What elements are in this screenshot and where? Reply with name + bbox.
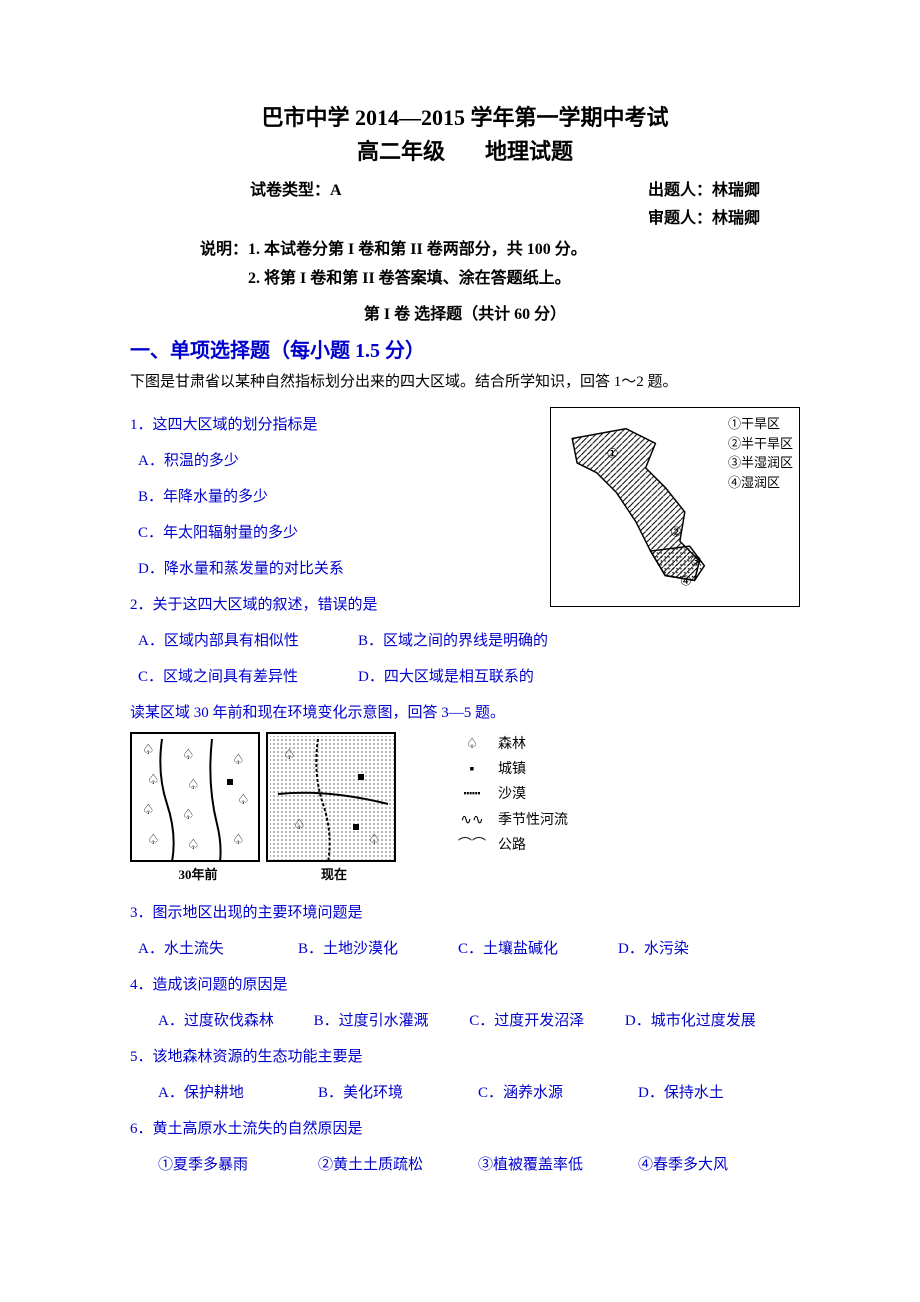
legend-road: 公路	[498, 833, 526, 858]
instruction-prefix: 说明：	[200, 241, 248, 258]
caption-now: 现在	[266, 864, 402, 883]
q6-option-4: ④春季多大风	[638, 1147, 798, 1183]
grade-label: 高二年级	[357, 139, 445, 164]
question-3: 3．图示地区出现的主要环境问题是	[130, 895, 800, 931]
q3-choice-b: B．土地沙漠化	[298, 931, 458, 967]
svg-text:♤: ♤	[232, 753, 245, 768]
intro-text-1: 下图是甘肃省以某种自然指标划分出来的四大区域。结合所学知识，回答 1～2 题。	[130, 371, 800, 394]
q3-choice-d: D．水污染	[618, 931, 778, 967]
q6-option-3: ③植被覆盖率低	[478, 1147, 638, 1183]
q6-options: ①夏季多暴雨 ②黄土土质疏松 ③植被覆盖率低 ④春季多大风	[130, 1147, 800, 1183]
svg-text:♤: ♤	[187, 838, 200, 853]
q3-choice-a: A．水土流失	[138, 931, 298, 967]
legend-2: ②半干旱区	[728, 434, 793, 454]
exam-title-line1: 巴市中学 2014—2015 学年第一学期中考试	[130, 100, 800, 132]
subject-label: 地理试题	[485, 139, 573, 164]
question-1: 1．这四大区域的划分指标是	[130, 407, 540, 443]
question-6: 6．黄土高原水土流失的自然原因是	[130, 1111, 800, 1147]
diagram-before: ♤ ♤ ♤ ♤ ♤ ♤ ♤ ♤ ♤ ♤ ♤	[130, 732, 260, 862]
q4-choice-a: A．过度砍伐森林	[158, 1003, 314, 1039]
svg-text:♤: ♤	[147, 833, 160, 848]
q1-choice-c: C．年太阳辐射量的多少	[130, 515, 540, 551]
forest-icon: ♤	[452, 732, 492, 757]
meta-row-2: 审题人：林瑞卿	[130, 204, 800, 228]
q1-choice-a: A．积温的多少	[130, 443, 540, 479]
q4-choices: A．过度砍伐森林 B．过度引水灌溉 C．过度开发沼泽 D．城市化过度发展	[130, 1003, 800, 1039]
section-header: 一、单项选择题（每小题 1.5 分）	[130, 334, 800, 363]
q3-choice-c: C．土壤盐碱化	[458, 931, 618, 967]
q2-choice-b: B．区域之间的界线是明确的	[358, 623, 598, 659]
svg-text:♤: ♤	[368, 833, 381, 848]
question-2: 2．关于这四大区域的叙述，错误的是	[130, 587, 540, 623]
q4-choice-c: C．过度开发沼泽	[469, 1003, 625, 1039]
q4-choice-d: D．城市化过度发展	[625, 1003, 800, 1039]
svg-text:①: ①	[606, 446, 618, 461]
svg-text:♤: ♤	[182, 748, 195, 763]
svg-text:②: ②	[670, 524, 682, 539]
instruction-2: 2. 将第 I 卷和第 II 卷答案填、涂在答题纸上。	[200, 265, 800, 294]
q5-choices: A．保护耕地 B．美化环境 C．涵养水源 D．保持水土	[130, 1075, 800, 1111]
q5-choice-a: A．保护耕地	[158, 1075, 318, 1111]
svg-text:③: ③	[690, 554, 702, 569]
q3-choices: A．水土流失 B．土地沙漠化 C．土壤盐碱化 D．水污染	[130, 931, 800, 967]
q1-choice-d: D．降水量和蒸发量的对比关系	[130, 551, 540, 587]
q5-choice-b: B．美化环境	[318, 1075, 478, 1111]
legend-4: ④湿润区	[728, 473, 793, 493]
svg-text:④: ④	[680, 573, 692, 588]
svg-text:♤: ♤	[147, 773, 160, 788]
instruction-1: 1. 本试卷分第 I 卷和第 II 卷两部分，共 100 分。	[248, 241, 587, 258]
instructions: 说明：1. 本试卷分第 I 卷和第 II 卷两部分，共 100 分。 2. 将第…	[130, 236, 800, 294]
reviewer: 审题人：林瑞卿	[648, 210, 760, 227]
legend-seasonal-river: 季节性河流	[498, 808, 568, 833]
author: 出题人：林瑞卿	[648, 176, 760, 200]
gansu-map: ① ② ③ ④ ①干旱区 ②半干旱区 ③半湿润区 ④湿润区	[550, 407, 800, 607]
part-title: 第 I 卷 选择题（共计 60 分）	[130, 300, 800, 324]
environment-diagrams: ♤ ♤ ♤ ♤ ♤ ♤ ♤ ♤ ♤ ♤ ♤ 30年前	[130, 732, 800, 883]
exam-title-line2: 高二年级 地理试题	[130, 134, 800, 166]
svg-text:♤: ♤	[182, 808, 195, 823]
question-5: 5．该地森林资源的生态功能主要是	[130, 1039, 800, 1075]
legend-forest: 森林	[498, 732, 526, 757]
diagram-now: ♤ ♤ ♤	[266, 732, 396, 862]
legend-3: ③半湿润区	[728, 453, 793, 473]
q6-option-2: ②黄土土质疏松	[318, 1147, 478, 1183]
svg-text:♤: ♤	[142, 803, 155, 818]
legend-town: 城镇	[498, 757, 526, 782]
exam-type: 试卷类型：A	[250, 176, 342, 200]
svg-text:♤: ♤	[237, 793, 250, 808]
meta-row-1: 试卷类型：A 出题人：林瑞卿	[130, 176, 800, 200]
caption-before: 30年前	[130, 864, 266, 883]
svg-text:♤: ♤	[293, 818, 306, 833]
svg-text:♤: ♤	[232, 833, 245, 848]
legend-1: ①干旱区	[728, 414, 793, 434]
desert-icon: ┅┅	[452, 782, 492, 807]
q2-choice-d: D．四大区域是相互联系的	[358, 659, 598, 695]
town-icon: ▪	[452, 757, 492, 782]
seasonal-river-icon: ∿∿	[452, 808, 492, 833]
q2-choices-row2: C．区域之间具有差异性 D．四大区域是相互联系的	[130, 659, 800, 695]
map-legend: ①干旱区 ②半干旱区 ③半湿润区 ④湿润区	[728, 414, 793, 492]
q2-choice-a: A．区域内部具有相似性	[138, 623, 358, 659]
intro-text-2: 读某区域 30 年前和现在环境变化示意图，回答 3—5 题。	[130, 701, 800, 722]
q5-choice-d: D．保持水土	[638, 1075, 798, 1111]
q4-choice-b: B．过度引水灌溉	[314, 1003, 470, 1039]
q5-choice-c: C．涵养水源	[478, 1075, 638, 1111]
q2-choice-c: C．区域之间具有差异性	[138, 659, 358, 695]
q6-option-1: ①夏季多暴雨	[158, 1147, 318, 1183]
q2-choices-row1: A．区域内部具有相似性 B．区域之间的界线是明确的	[130, 623, 800, 659]
svg-text:♤: ♤	[283, 748, 296, 763]
diagram-legend: ♤森林 ▪城镇 ┅┅沙漠 ∿∿季节性河流 ⌒⌒公路	[452, 732, 568, 858]
question-4: 4．造成该问题的原因是	[130, 967, 800, 1003]
svg-text:♤: ♤	[142, 743, 155, 758]
svg-text:♤: ♤	[187, 778, 200, 793]
q1-choice-b: B．年降水量的多少	[130, 479, 540, 515]
road-icon: ⌒⌒	[452, 833, 492, 858]
legend-desert: 沙漠	[498, 782, 526, 807]
